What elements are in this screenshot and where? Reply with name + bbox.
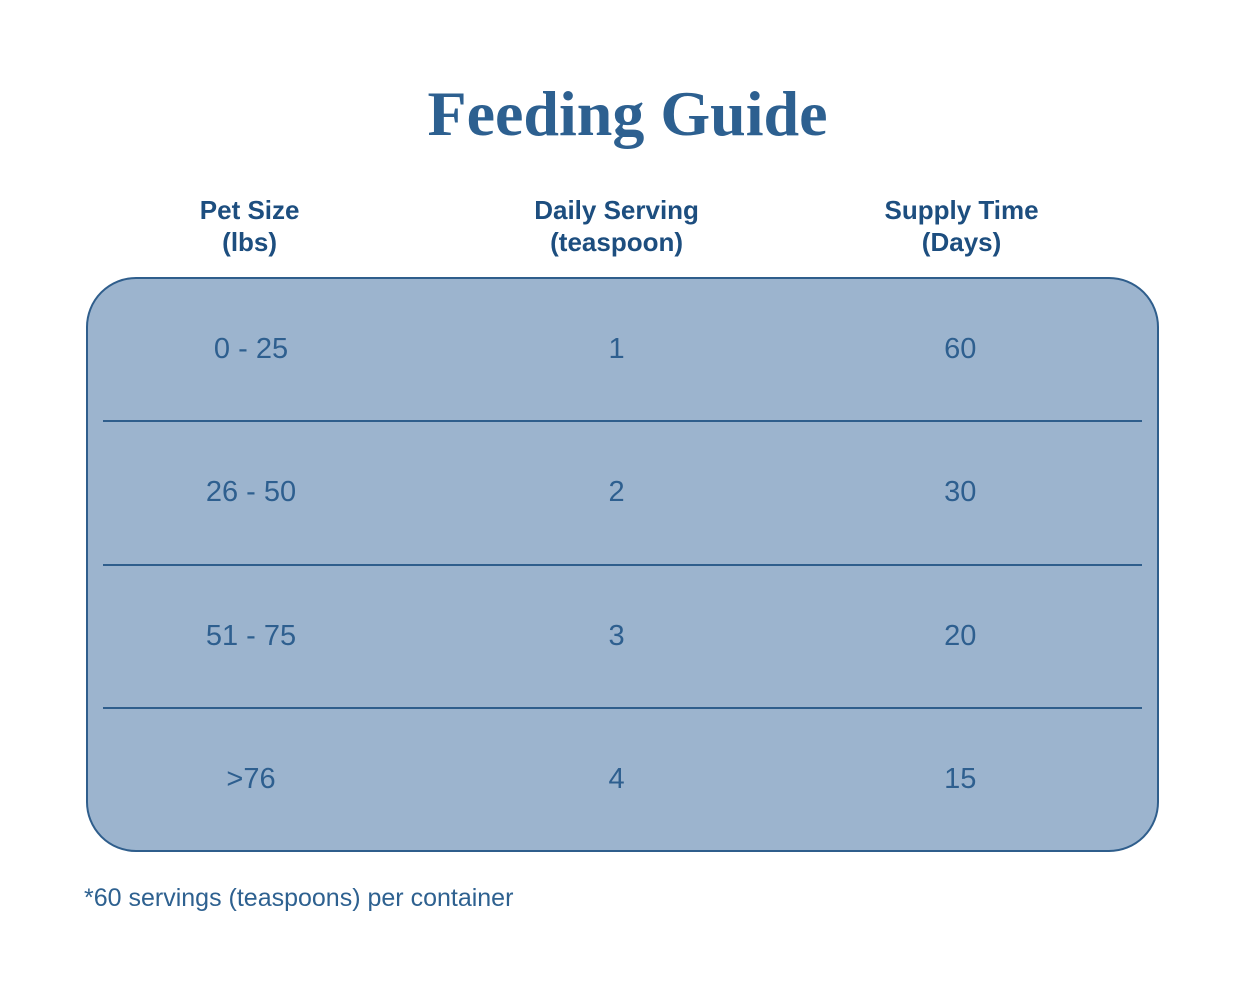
cell-supply-time: 15 — [944, 762, 977, 795]
column-header-pet-size: Pet Size (lbs) — [86, 194, 413, 258]
cell-pet-size: >76 — [226, 762, 276, 795]
page-title: Feeding Guide — [427, 78, 828, 149]
column-header-unit: (Days) — [921, 227, 1002, 257]
table-row: 51 - 75 3 20 — [88, 566, 1157, 707]
row-divider — [103, 420, 1142, 423]
cell-pet-size: 26 - 50 — [205, 476, 297, 509]
column-header-label: Daily Serving — [534, 195, 699, 225]
table-row: 0 - 25 1 60 — [88, 279, 1157, 420]
cell-daily-serving: 4 — [608, 762, 625, 795]
table-row: 26 - 50 2 30 — [88, 422, 1157, 563]
cell-daily-serving: 2 — [608, 476, 625, 509]
column-header-unit: (lbs) — [222, 227, 278, 257]
row-divider — [103, 706, 1142, 709]
cell-pet-size: 51 - 75 — [205, 619, 297, 652]
cell-daily-serving: 1 — [608, 333, 625, 366]
table-header-row: Pet Size (lbs) Daily Serving (teaspoon) … — [86, 194, 1159, 258]
cell-supply-time: 20 — [944, 619, 977, 652]
column-header-unit: (teaspoon) — [550, 227, 684, 257]
cell-supply-time: 60 — [944, 333, 977, 366]
cell-supply-time: 30 — [944, 476, 977, 509]
cell-daily-serving: 3 — [608, 619, 625, 652]
footnote: *60 servings (teaspoons) per container — [84, 884, 514, 912]
column-header-label: Pet Size — [199, 195, 300, 225]
table-row: >76 4 15 — [88, 709, 1157, 850]
column-header-label: Supply Time — [884, 195, 1039, 225]
cell-pet-size: 0 - 25 — [213, 333, 289, 366]
column-header-supply-time: Supply Time (Days) — [820, 194, 1103, 258]
row-divider — [103, 563, 1142, 566]
column-header-daily-serving: Daily Serving (teaspoon) — [413, 194, 820, 258]
feeding-guide-table: 0 - 25 1 60 26 - 50 2 30 51 - 75 3 20 >7… — [86, 277, 1159, 852]
